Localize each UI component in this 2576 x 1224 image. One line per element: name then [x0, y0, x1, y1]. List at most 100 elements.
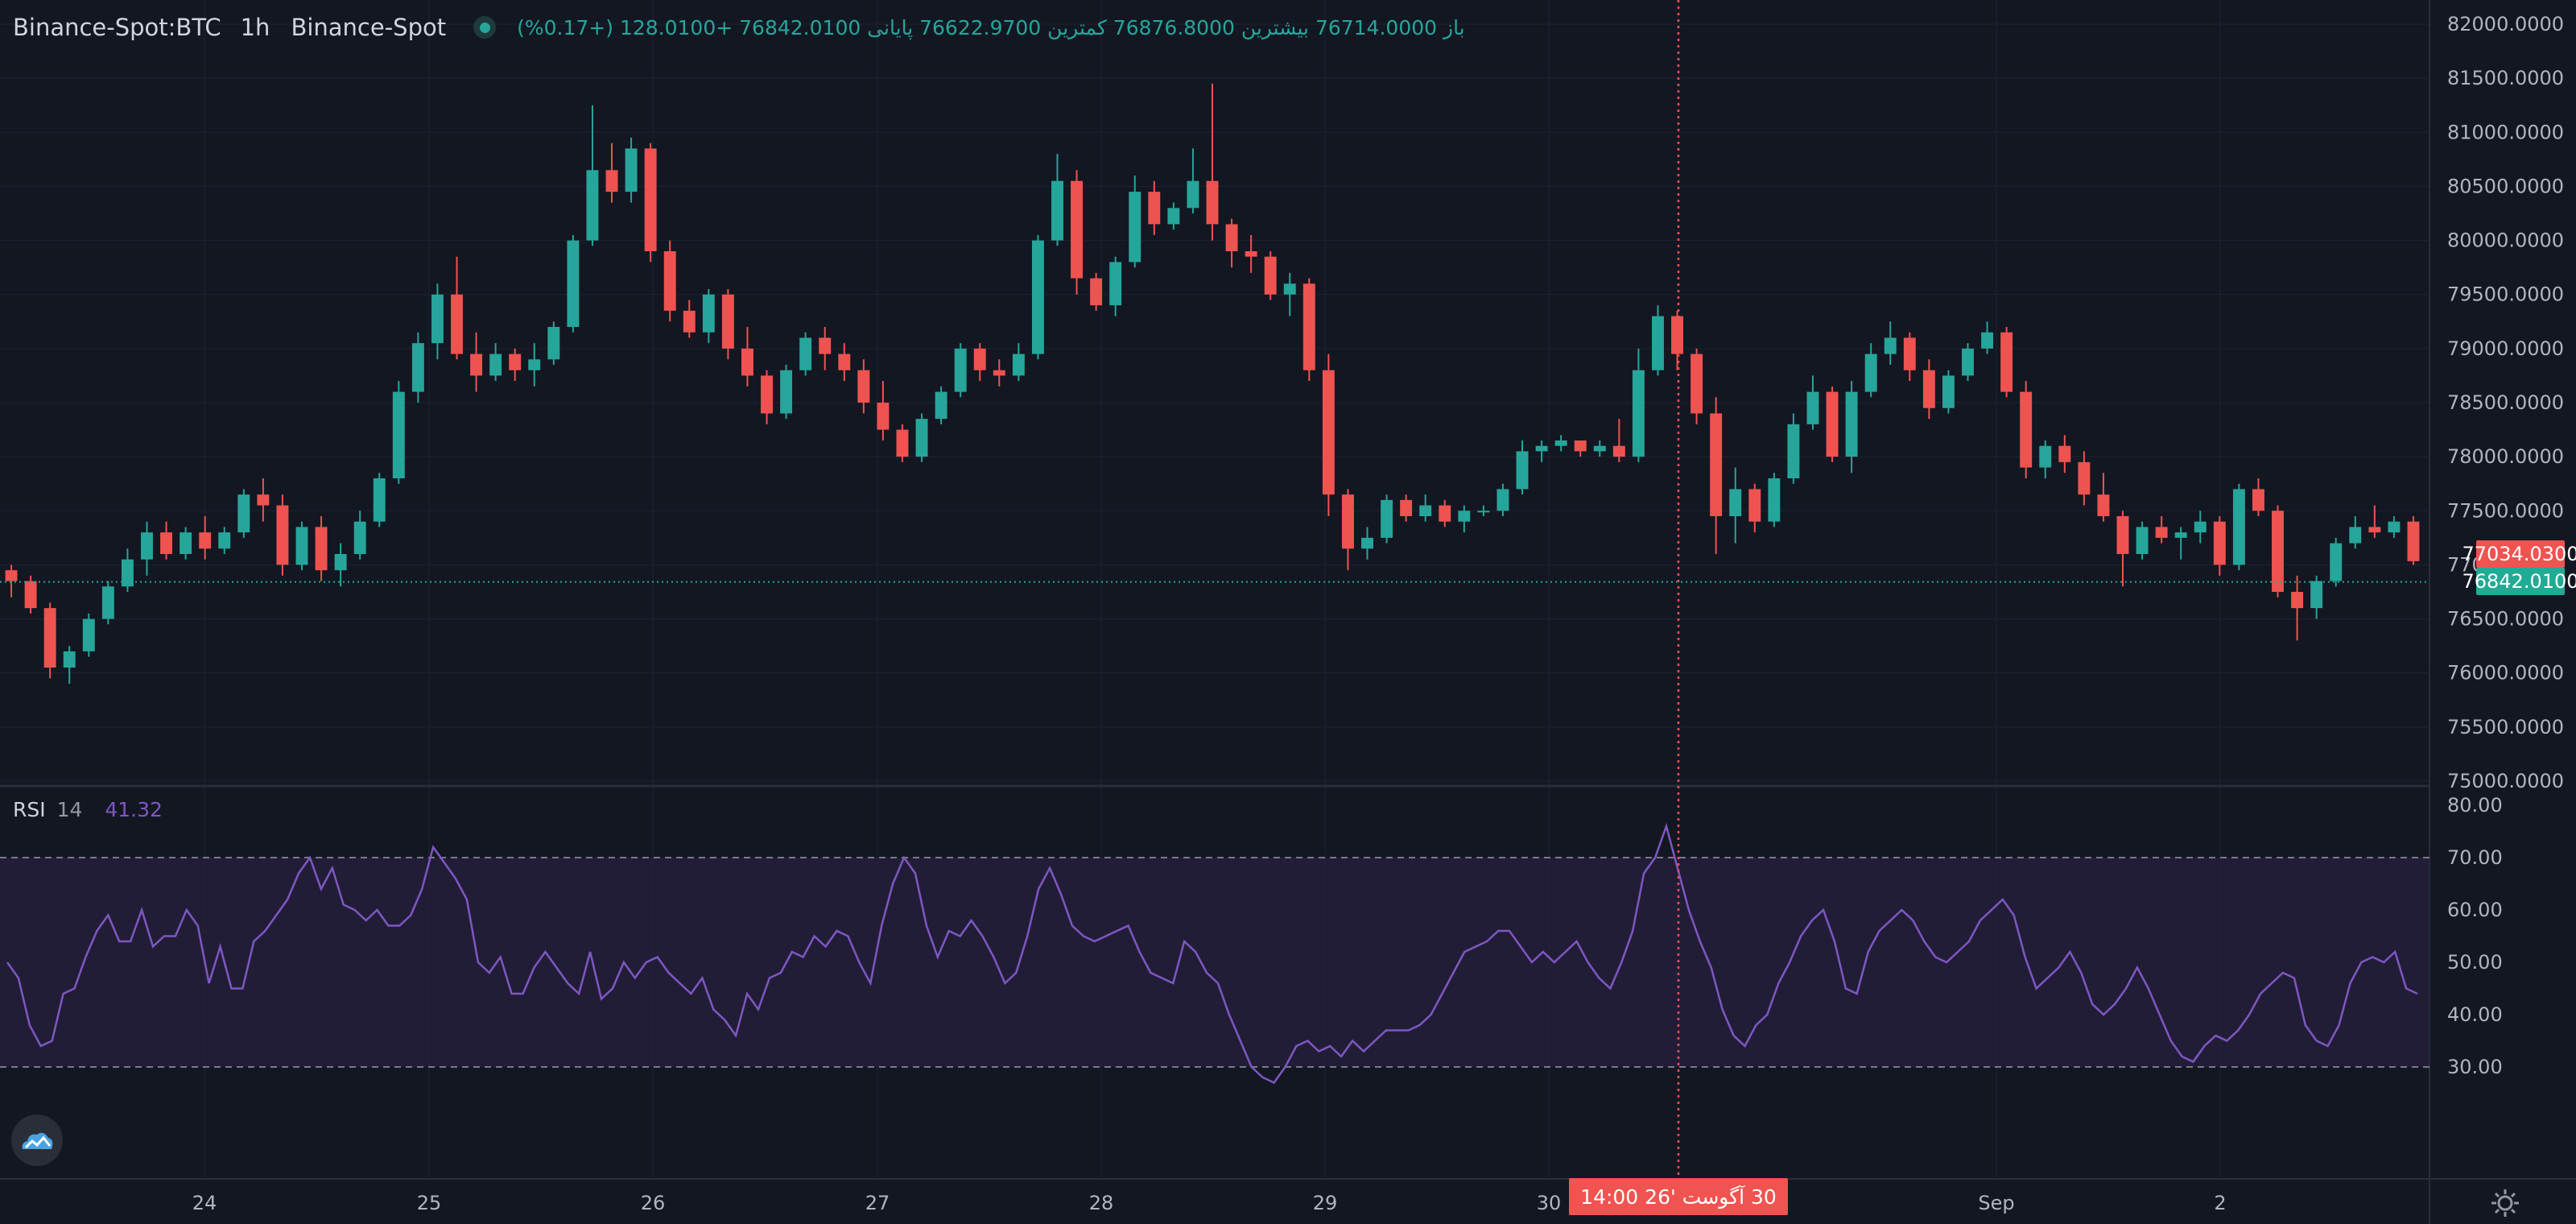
candle-up — [1981, 332, 1994, 349]
candle-down — [1903, 337, 1916, 370]
candle-up — [780, 370, 793, 414]
candle-up — [1187, 180, 1199, 209]
candle-up — [1942, 375, 1955, 408]
candle-up — [586, 170, 599, 241]
rsi-line — [6, 822, 2418, 1085]
candle-up — [1109, 262, 1122, 306]
rsi-legend[interactable]: RSI 14 41.32 — [13, 798, 163, 821]
interval-label[interactable]: 1h — [240, 14, 270, 41]
candle-up — [2388, 521, 2401, 533]
candle-up — [373, 478, 386, 522]
candle-down — [1748, 489, 1761, 522]
candle-down — [1400, 499, 1413, 516]
candle-up — [1516, 451, 1529, 490]
candle-up — [353, 521, 366, 554]
cloud-logo-icon[interactable] — [11, 1114, 63, 1166]
time-axis-label: 25 — [417, 1192, 442, 1214]
candle-layer — [5, 83, 2420, 684]
gear-icon[interactable] — [2489, 1187, 2521, 1219]
rsi-axis-label: 30.00 — [2447, 1056, 2503, 1078]
candle-down — [2252, 489, 2264, 511]
candle-up — [2174, 532, 2187, 538]
candle-down — [663, 251, 676, 311]
candle-up — [1051, 180, 1063, 241]
candle-up — [101, 586, 114, 619]
candle-down — [605, 170, 618, 192]
candle-up — [1845, 391, 1858, 457]
price-axis-label: 81500.0000 — [2447, 67, 2564, 89]
candle-down — [1071, 180, 1084, 279]
candle-down — [973, 348, 986, 370]
candle-up — [1962, 348, 1974, 376]
candle-up — [1768, 478, 1781, 522]
time-axis-label: 26 — [641, 1192, 666, 1214]
rsi-axis-label: 60.00 — [2447, 899, 2503, 921]
candle-up — [1864, 354, 1877, 392]
candle-up — [2136, 527, 2149, 554]
candle-down — [1690, 354, 1703, 414]
candle-up — [411, 343, 424, 392]
price-axis-label: 80500.0000 — [2447, 175, 2564, 197]
candle-down — [1245, 251, 1257, 257]
rsi-band-layer — [0, 857, 2429, 1068]
rsi-axis-label: 40.00 — [2447, 1003, 2503, 1026]
candle-up — [547, 327, 560, 360]
candle-up — [431, 294, 444, 344]
ohlc-values: باز 76714.0000 بیشترین 76876.8000 کمترین… — [517, 15, 1465, 39]
rsi-value: 41.32 — [105, 798, 163, 821]
candle-down — [1264, 256, 1277, 295]
price-axis-label: 76500.0000 — [2447, 608, 2564, 631]
candle-down — [2020, 391, 2033, 468]
candle-down — [857, 370, 870, 403]
candle-down — [1671, 316, 1683, 354]
candle-up — [237, 494, 250, 533]
candle-up — [1283, 283, 1296, 295]
price-axis-label: 77500.0000 — [2447, 499, 2564, 522]
last-price-tag: 77034.0300 — [2462, 540, 2576, 568]
candle-up — [141, 532, 153, 560]
candle-up — [1632, 370, 1645, 457]
candle-down — [5, 570, 18, 581]
candle-up — [915, 419, 928, 457]
crosshair-time-label: 30 آگوست '26 14:00 — [1569, 1178, 1788, 1215]
candle-down — [1826, 391, 1839, 457]
candle-up — [2232, 489, 2245, 565]
time-axis-label: 28 — [1089, 1192, 1114, 1214]
time-axis-label: 30 — [1537, 1192, 1562, 1214]
candle-up — [1884, 337, 1897, 354]
price-axis-label: 75000.0000 — [2447, 770, 2564, 792]
candle-up — [1593, 445, 1606, 452]
candle-up — [1381, 499, 1393, 538]
candle-up — [121, 559, 134, 587]
candle-up — [2194, 521, 2207, 533]
candle-up — [334, 554, 347, 571]
rsi-axis-label: 80.00 — [2447, 794, 2503, 817]
price-axis-label: 75500.0000 — [2447, 716, 2564, 738]
price-axis-label: 80000.0000 — [2447, 229, 2564, 252]
chart-header: Binance-Spot:BTC 1h Binance-Spot باز 767… — [13, 11, 1465, 43]
rsi-layer — [6, 822, 2418, 1085]
price-axis-label: 82000.0000 — [2447, 13, 2564, 35]
candle-down — [43, 608, 56, 668]
close-price-tag: 76842.0100 — [2462, 568, 2576, 595]
candle-down — [1090, 278, 1103, 306]
candle-down — [1612, 445, 1625, 457]
symbol-title[interactable]: Binance-Spot:BTC — [13, 14, 221, 41]
candle-up — [702, 294, 715, 333]
time-axis-label: Sep — [1978, 1192, 2014, 1214]
candle-up — [2310, 581, 2323, 609]
candle-up — [82, 618, 95, 651]
candle-down — [2272, 511, 2284, 592]
candle-up — [1787, 424, 1800, 478]
candle-down — [2116, 516, 2129, 554]
candle-up — [1535, 445, 1548, 452]
candle-down — [838, 354, 851, 370]
market-status-icon[interactable] — [473, 16, 497, 39]
candle-up — [1012, 354, 1025, 376]
candle-down — [509, 354, 522, 370]
candle-up — [63, 651, 76, 668]
candle-up — [1419, 505, 1432, 516]
candle-down — [1439, 505, 1451, 522]
